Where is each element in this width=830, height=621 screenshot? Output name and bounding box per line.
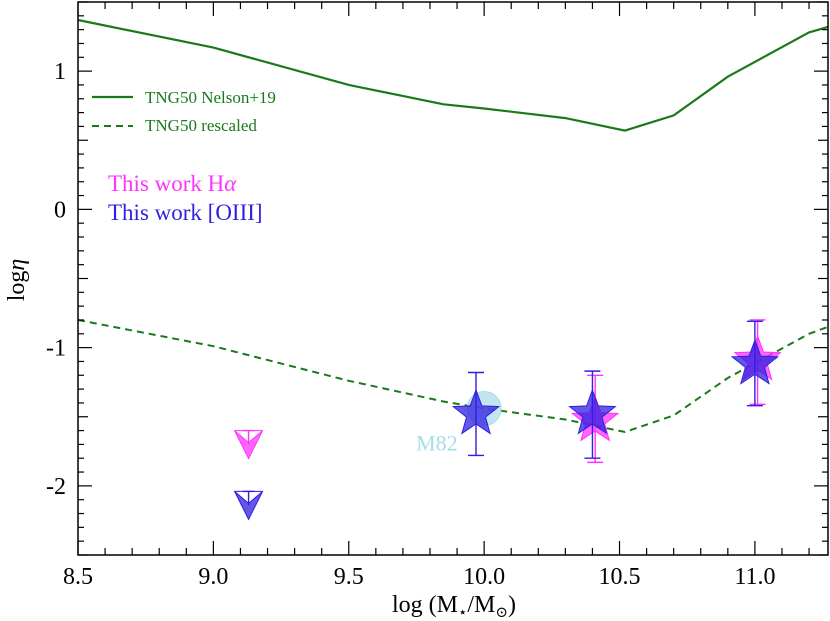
oiii-star <box>568 388 617 435</box>
y-axis-title: logη <box>4 259 30 302</box>
y-tick-label: 1 <box>54 59 66 85</box>
x-tick-label: 8.5 <box>63 564 93 590</box>
ylabel-italic: η <box>4 259 30 271</box>
x-axis-title: log (M⋆/M⊙) <box>392 592 516 621</box>
nelson-series-line <box>77 18 829 132</box>
rescaled-series-line <box>77 319 829 434</box>
xlabel-sub1: ⋆ <box>458 605 467 621</box>
x-tick-label: 10.0 <box>463 564 505 590</box>
plot-frame <box>77 1 829 556</box>
halpha-limit-arrow <box>233 430 264 460</box>
y-tick-label: -2 <box>46 474 66 500</box>
legend-oiii-label: This work [OIII] <box>108 200 263 225</box>
x-tick-label: 9.5 <box>334 564 364 590</box>
data-marks <box>233 319 782 521</box>
xlabel-end: ) <box>508 592 516 618</box>
oiii-limit-arrow <box>233 490 264 521</box>
x-tick-label: 11.0 <box>734 564 775 590</box>
xlabel-base: log (M <box>392 592 458 618</box>
y-tick-label: 0 <box>54 197 66 223</box>
xlabel-sub2: ⊙ <box>495 605 508 621</box>
ylabel-base: log <box>4 271 30 302</box>
legend: TNG50 Nelson+19 TNG50 rescaled This work… <box>92 88 276 225</box>
oiii-star <box>730 338 780 385</box>
xlabel-mid: /M <box>467 592 495 618</box>
legend-halpha-label: This work Hα <box>108 171 237 196</box>
x-tick-label: 10.5 <box>599 564 641 590</box>
legend-nelson-label: TNG50 Nelson+19 <box>145 88 276 107</box>
x-tick-label: 9.0 <box>198 564 228 590</box>
axes: 8.5 9.0 9.5 10.0 10.5 11.0 1 0 -1 -2 <box>46 1 828 590</box>
legend-halpha-base: This work H <box>108 171 224 196</box>
oiii-star <box>451 388 501 435</box>
legend-halpha-greek: α <box>224 171 237 196</box>
y-tick-label: -1 <box>46 336 66 362</box>
legend-rescaled-label: TNG50 rescaled <box>145 116 257 135</box>
m82-label: M82 <box>416 430 458 455</box>
